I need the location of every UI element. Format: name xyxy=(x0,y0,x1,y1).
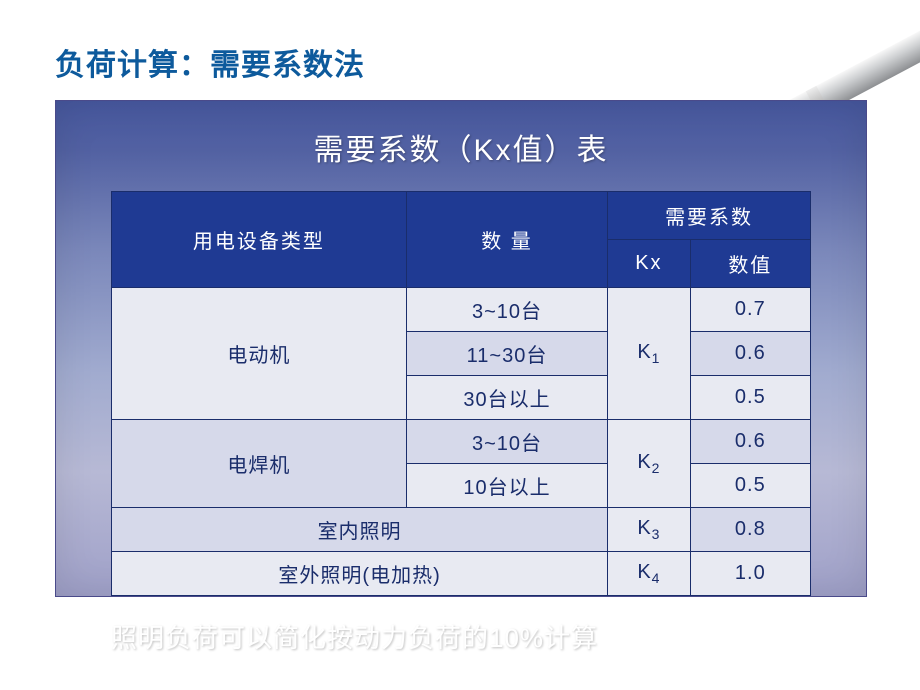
slide-footnote: 照明负荷可以简化按动力负荷的10%计算 xyxy=(111,618,866,655)
cell-type: 室内照明 xyxy=(112,508,608,552)
slide-title: 需要系数（Kx值）表 xyxy=(56,125,866,169)
cell-value: 0.5 xyxy=(690,376,810,420)
table-row: 室外照明(电加热)K41.0 xyxy=(112,552,811,596)
table-row: 室内照明K30.8 xyxy=(112,508,811,552)
cell-kx: K4 xyxy=(608,552,691,596)
cell-qty: 3~10台 xyxy=(406,288,607,332)
cell-qty: 30台以上 xyxy=(406,376,607,420)
cell-qty: 10台以上 xyxy=(406,464,607,508)
th-coef-group: 需要系数 xyxy=(608,192,811,240)
th-qty: 数 量 xyxy=(406,192,607,288)
cell-kx: K3 xyxy=(608,508,691,552)
th-value: 数值 xyxy=(690,240,810,288)
cell-value: 1.0 xyxy=(690,552,810,596)
cell-value: 0.8 xyxy=(690,508,810,552)
cell-value: 0.5 xyxy=(690,464,810,508)
cell-type: 电焊机 xyxy=(112,420,407,508)
cell-value: 0.6 xyxy=(690,420,810,464)
table-body: 电动机3~10台K10.711~30台0.630台以上0.5电焊机3~10台K2… xyxy=(112,288,811,596)
th-kx: Kx xyxy=(608,240,691,288)
table-row: 电动机3~10台K10.7 xyxy=(112,288,811,332)
coefficient-table: 用电设备类型 数 量 需要系数 Kx 数值 电动机3~10台K10.711~30… xyxy=(111,191,811,596)
slide: 需要系数（Kx值）表 用电设备类型 数 量 需要系数 Kx 数值 电动机3~10… xyxy=(55,100,867,597)
cell-type: 电动机 xyxy=(112,288,407,420)
cell-kx: K1 xyxy=(608,288,691,420)
table-row: 电焊机3~10台K20.6 xyxy=(112,420,811,464)
cell-kx: K2 xyxy=(608,420,691,508)
cell-qty: 11~30台 xyxy=(406,332,607,376)
cell-value: 0.6 xyxy=(690,332,810,376)
cell-value: 0.7 xyxy=(690,288,810,332)
cell-type: 室外照明(电加热) xyxy=(112,552,608,596)
cell-qty: 3~10台 xyxy=(406,420,607,464)
th-type: 用电设备类型 xyxy=(112,192,407,288)
page-title: 负荷计算：需要系数法 xyxy=(55,40,365,84)
